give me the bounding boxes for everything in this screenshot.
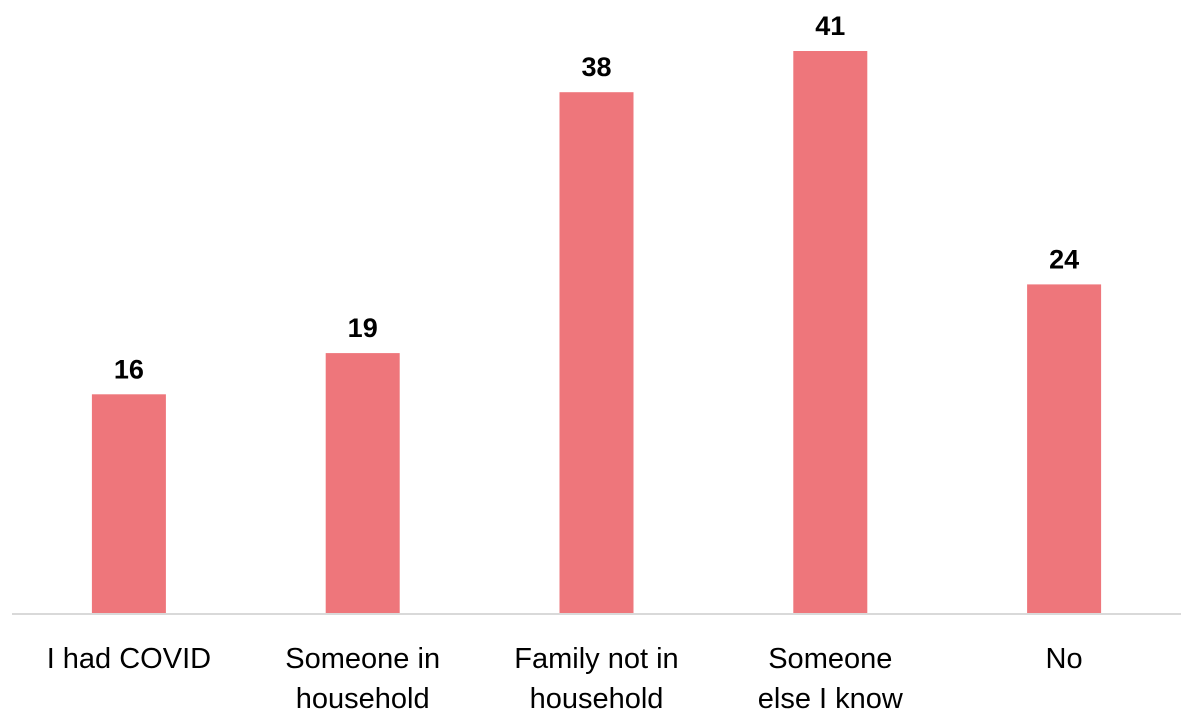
category-label-2-line-0: Family not in [514, 643, 678, 675]
value-label-2: 38 [581, 52, 611, 82]
bar-2 [559, 92, 634, 614]
value-label-4: 24 [1049, 244, 1079, 274]
bar-0 [91, 394, 166, 614]
bar-3 [793, 51, 868, 614]
category-label-0-line-0: I had COVID [47, 643, 211, 675]
category-label-2-line-1: household [530, 683, 664, 712]
value-label-1: 19 [348, 313, 378, 343]
category-label-1-line-0: Someone in [285, 643, 440, 675]
category-labels-group: I had COVID Someone in household Family not… [47, 643, 1083, 712]
value-labels-group: 16 19 38 41 24 [114, 11, 1079, 384]
bars-group [91, 51, 1102, 614]
category-label-3-line-0: Someone [768, 643, 892, 675]
bar-1 [325, 353, 400, 614]
bar-4 [1027, 284, 1102, 614]
value-label-3: 41 [815, 11, 845, 41]
category-label-4-line-0: No [1046, 643, 1083, 675]
category-label-1-line-1: household [296, 683, 430, 712]
value-label-0: 16 [114, 354, 144, 384]
category-label-3-line-1: else I know [758, 683, 904, 712]
